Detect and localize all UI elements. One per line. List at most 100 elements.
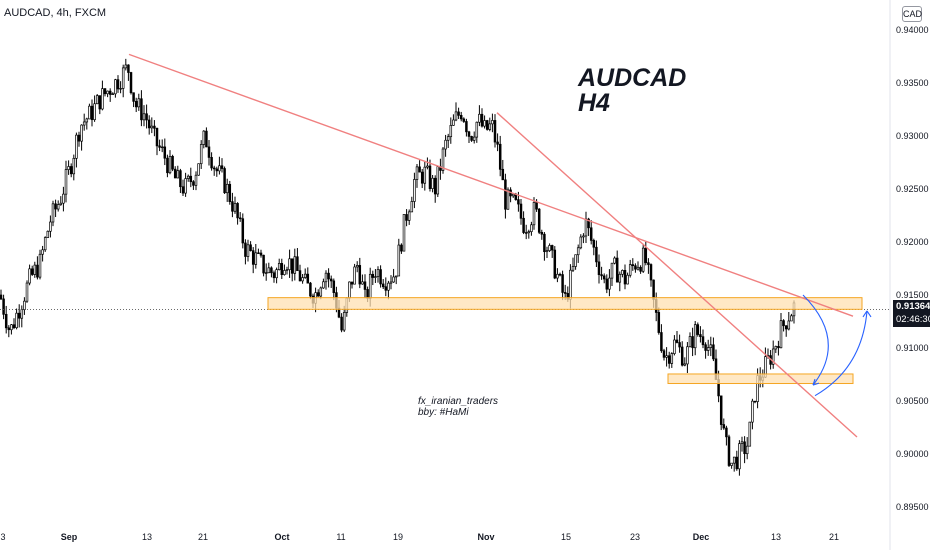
candle-body <box>142 113 146 121</box>
candle-body <box>12 324 16 329</box>
candle-body <box>592 240 596 248</box>
candle-body <box>444 139 447 150</box>
candle-body <box>236 203 239 219</box>
candle-body <box>228 183 232 202</box>
candle-body <box>249 244 252 252</box>
candle-body <box>782 320 785 327</box>
candle-body <box>719 395 723 425</box>
candle-body <box>108 90 112 95</box>
candle-body <box>246 244 250 257</box>
candle-body <box>309 282 312 297</box>
author-watermark: fx_iranian_traders bby: #HaMi <box>418 396 498 418</box>
candle-body <box>662 350 666 358</box>
candle-body <box>251 250 255 265</box>
candle-body <box>462 118 466 122</box>
price-axis-tick: 0.89500 <box>896 502 929 512</box>
candle-body <box>75 134 78 159</box>
candle-body <box>751 400 754 423</box>
candle-body <box>623 270 627 285</box>
candle-body <box>631 264 635 267</box>
candle-body <box>777 346 780 349</box>
candle-body <box>153 125 156 129</box>
candle-body <box>498 143 502 170</box>
candle-body <box>569 269 572 300</box>
candle-body <box>524 232 528 234</box>
candle-body <box>41 249 44 255</box>
candle-body <box>686 346 689 365</box>
candle-body <box>179 170 182 188</box>
candle-body <box>561 274 564 293</box>
candle-body <box>584 218 588 237</box>
candle-body <box>441 148 445 171</box>
candle-body <box>543 233 546 253</box>
candle-body <box>530 224 533 233</box>
candle-body <box>582 235 585 238</box>
candle-body <box>774 346 778 350</box>
candle-body <box>366 289 369 299</box>
candle-body <box>28 268 31 284</box>
candle-body <box>459 115 463 120</box>
price-axis-tick: 0.91500 <box>896 290 929 300</box>
last-price-value: 0.91364 <box>896 301 931 312</box>
annotation-timeframe: H4 <box>578 89 610 117</box>
candle-body <box>20 309 24 319</box>
candle-body <box>680 346 684 366</box>
time-axis-tick: Nov <box>477 532 494 542</box>
candle-body <box>790 315 793 322</box>
candle-body <box>470 136 473 141</box>
trendline-1 <box>128 53 854 317</box>
arrow-up-head <box>862 310 872 318</box>
candle-body <box>730 462 733 466</box>
annotation-symbol: AUDCAD <box>578 64 687 92</box>
candle-body <box>155 127 159 147</box>
candle-body <box>10 324 13 331</box>
candle-body <box>732 456 736 464</box>
candle-body <box>238 217 242 220</box>
price-axis-tick: 0.92500 <box>896 184 929 194</box>
candle-body <box>129 72 133 94</box>
candle-body <box>621 270 624 275</box>
candle-body <box>127 64 130 73</box>
candle-body <box>220 165 224 169</box>
candle-body <box>361 281 364 285</box>
candle-body <box>605 278 609 290</box>
candle-body <box>639 266 642 272</box>
candle-body <box>423 166 427 184</box>
author-handle: bby: #HaMi <box>418 407 469 418</box>
author-name: fx_iranian_traders <box>418 396 499 407</box>
candle-body <box>475 121 479 138</box>
candle-body <box>740 441 744 444</box>
candle-body <box>660 332 663 352</box>
candle-body <box>745 445 749 455</box>
candles-layer <box>0 58 796 476</box>
currency-badge[interactable]: CAD <box>902 6 922 22</box>
price-axis-tick: 0.90500 <box>896 396 929 406</box>
candle-body <box>51 203 55 223</box>
candle-body <box>446 136 450 141</box>
candle-body <box>194 174 198 186</box>
candle-body <box>33 264 37 275</box>
price-axis-tick: 0.92000 <box>896 237 929 247</box>
candle-body <box>449 125 453 138</box>
candle-body <box>641 247 645 272</box>
candle-body <box>501 168 505 181</box>
candle-body <box>576 247 580 256</box>
candle-body <box>397 244 401 277</box>
candle-body <box>725 427 728 438</box>
resistance-zone <box>267 297 863 310</box>
candle-body <box>493 120 497 143</box>
price-axis-tick: 0.91000 <box>896 343 929 353</box>
time-axis-tick: 3 <box>0 532 5 542</box>
candle-body <box>673 339 676 354</box>
candle-body <box>296 256 299 272</box>
candle-body <box>212 167 216 170</box>
candle-body <box>353 266 356 285</box>
symbol-title[interactable]: AUDCAD, 4h, FXCM <box>4 7 107 19</box>
candle-body <box>327 272 330 280</box>
candle-body <box>90 105 94 121</box>
candle-body <box>23 300 26 311</box>
candle-body <box>678 342 681 348</box>
candle-body <box>116 79 120 90</box>
